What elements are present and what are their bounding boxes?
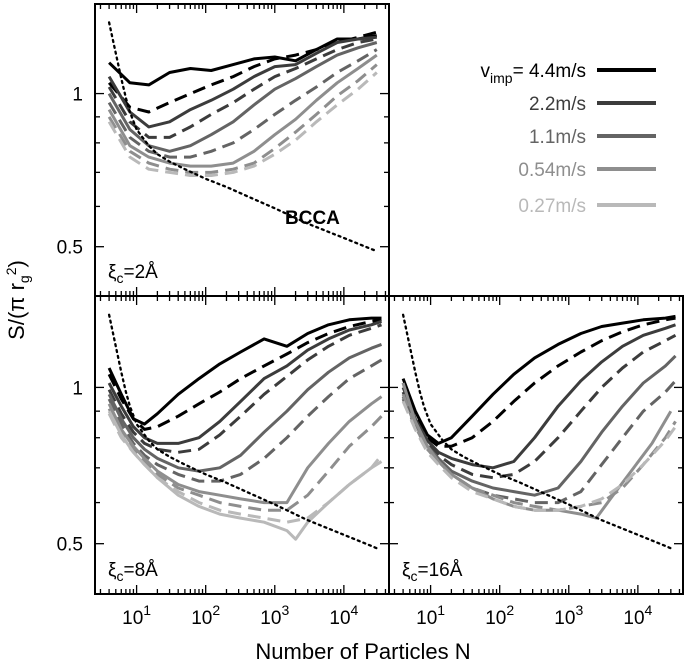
series-line-2.2m/s-solid [401,323,676,470]
x-tick-base: 10 [485,608,506,629]
x-tick-label: 102 [485,602,514,629]
x-tick-exp: 3 [281,602,289,618]
y-axis-label-close: ) [4,260,29,267]
series-line-1.1m/s-dashed [107,358,383,483]
y-axis-label-main: S/(π r [4,283,29,340]
series-line-0.54m/s-solid [401,382,673,520]
y-tick-label: 0.5 [57,535,83,556]
series-line-4.4m/s-solid [108,34,378,87]
legend-label: 0.54m/s [518,160,586,181]
legend-prefix-sub: imp [490,70,513,86]
series-line-0.27m/s-solid [107,410,383,541]
x-tick-exp: 1 [143,602,151,618]
series-line-0.27m/s-dashed [107,71,378,177]
legend-value: 0.27m/s [518,196,586,217]
x-tick-base: 10 [554,608,575,629]
y-axis-label: S/(π rg2) [3,260,32,340]
legend-label: 2.2m/s [529,94,586,115]
legend: vimp= 4.4m/s 2.2m/s 1.1m/s 0.54m/s 0.27m/s [481,61,656,217]
panel-label-sub: c [117,568,124,584]
x-tick-label: 103 [554,602,583,629]
legend-prefix-eq: = [513,61,529,82]
legend-value: 0.54m/s [518,160,586,181]
panel-label-xi: ξ [108,560,117,581]
panel-label-value: =16Å [418,560,463,581]
series-line-2.2m/s-dashed [107,37,378,139]
x-tick-label: 103 [260,602,289,629]
x-tick-label: 104 [623,602,652,629]
panel-label-sub: c [411,568,418,584]
x-tick-exp: 4 [351,602,359,618]
x-tick-exp: 4 [645,602,653,618]
series-line-2.2m/s-solid [107,319,382,445]
legend-label: 0.27m/s [518,196,586,217]
series-line-0.54m/s-dashed [401,393,677,512]
legend-value: 2.2m/s [529,94,586,115]
x-tick-label: 101 [122,602,151,629]
legend-prefix-v: v [481,61,491,82]
bcca-reference-line [107,21,378,253]
x-tick-label: 104 [329,602,358,629]
panel-label: ξc=16Å [402,560,463,584]
series-line-4.4m/s-dashed [401,316,676,448]
bcca-reference-line [401,313,672,550]
panel-top-left: 0.5 1 ξc=2Å BCCA [57,3,390,297]
panel-frame [388,295,684,595]
y-axis-label-sup: 2 [3,267,19,275]
series-line-0.54m/s-dashed [107,63,378,174]
series-line-0.54m/s-solid [107,395,383,505]
x-tick-base: 10 [329,608,350,629]
series-line-4.4m/s-dashed [107,318,382,431]
series-line-1.1m/s-dashed [107,48,378,159]
panel-label-value: =2Å [124,262,159,283]
series-line-0.54m/s-solid [107,53,378,168]
bcca-annotation: BCCA [285,208,340,229]
x-tick-exp: 2 [212,602,220,618]
x-tick-base: 10 [122,608,143,629]
series-line-2.2m/s-dashed [107,323,382,454]
x-tick-label: 102 [191,602,220,629]
panel-label: ξc=2Å [108,262,158,286]
x-tick-base: 10 [260,608,281,629]
x-tick-base: 10 [623,608,644,629]
panel-label-value: =8Å [124,560,159,581]
series-line-0.54m/s-dashed [107,408,383,512]
panel-label-xi: ξ [402,560,411,581]
panel-label-sub: c [117,270,124,286]
series-line-0.27m/s-dashed [107,413,383,524]
x-tick-base: 10 [191,608,212,629]
series-line-1.1m/s-solid [107,342,383,473]
series-line-4.4m/s-solid [401,314,676,445]
x-tick-label: 101 [416,602,445,629]
x-tick-exp: 1 [437,602,445,618]
x-tick-base: 10 [416,608,437,629]
series-line-4.4m/s-solid [107,316,382,426]
series-line-0.27m/s-dashed [401,400,677,512]
series-line-2.2m/s-dashed [401,333,677,480]
y-tick-label: 1 [72,85,83,106]
x-tick-exp: 3 [575,602,583,618]
legend-label: 1.1m/s [529,127,586,148]
y-axis-label-sub: g [16,275,32,283]
y-tick-label: 1 [72,378,83,399]
legend-label: vimp= 4.4m/s [481,61,586,86]
series-line-1.1m/s-solid [107,41,378,153]
bcca-reference-line [107,313,378,550]
x-axis-label: Number of Particles N [255,639,470,664]
y-tick-label: 0.5 [57,238,83,259]
legend-value: 4.4m/s [529,61,586,82]
panel-label-xi: ξ [108,262,117,283]
series-line-2.2m/s-solid [107,35,377,129]
panel-label: ξc=8Å [108,560,158,584]
legend-value: 1.1m/s [529,127,586,148]
x-tick-exp: 2 [506,602,514,618]
